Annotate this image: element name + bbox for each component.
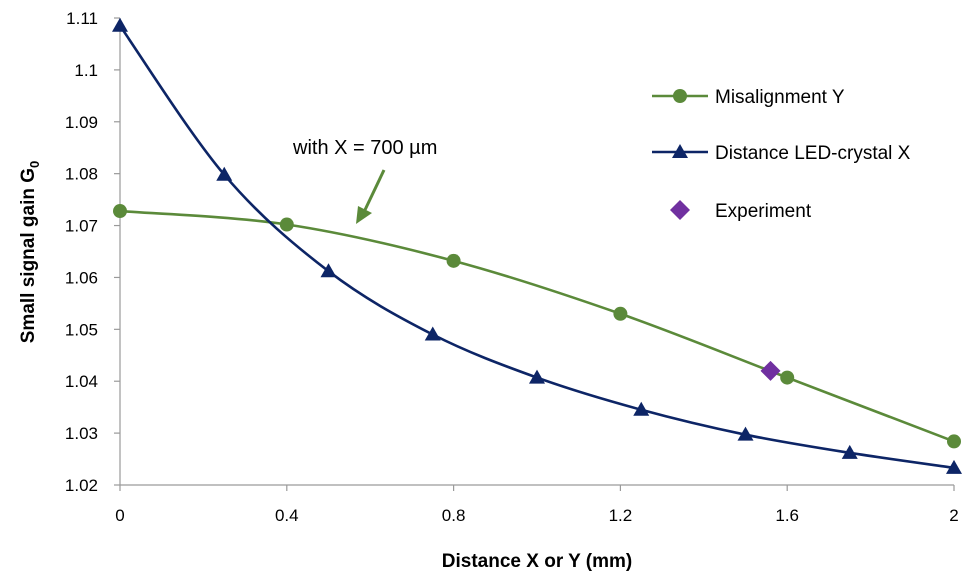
annotation-arrow-head xyxy=(356,206,372,224)
annotation: with X = 700 µm xyxy=(292,137,437,224)
y-tick-labels: 1.02 1.03 1.04 1.05 1.06 1.07 1.08 1.09 1.1 1.11 xyxy=(65,9,120,495)
annotation-arrow-shaft xyxy=(362,169,386,213)
data-point xyxy=(216,166,233,181)
y-tick-label: 1.04 xyxy=(65,372,98,391)
x-tick-label: 0.4 xyxy=(275,506,299,525)
x-tick-label: 1.2 xyxy=(609,506,633,525)
legend-marker xyxy=(673,89,687,103)
y-tick-label: 1.09 xyxy=(65,113,98,132)
y-tick-label: 1.1 xyxy=(74,61,98,80)
y-tick-label: 1.11 xyxy=(66,9,98,28)
y-tick-label: 1.03 xyxy=(65,424,98,443)
series-line xyxy=(119,209,955,443)
legend-item: Misalignment Y xyxy=(652,87,845,108)
data-point xyxy=(113,204,127,219)
y-tick-label: 1.08 xyxy=(65,165,98,184)
x-tick-labels: 0 0.4 0.8 1.2 1.6 2 xyxy=(115,485,959,525)
x-axis-title: Distance X or Y (mm) xyxy=(442,551,632,572)
data-point xyxy=(633,401,650,416)
x-tick-label: 1.6 xyxy=(775,506,799,525)
data-point xyxy=(446,253,461,268)
x-tick-label: 0 xyxy=(115,506,124,525)
y-tick-label: 1.07 xyxy=(65,217,98,236)
series-circle xyxy=(113,204,961,449)
data-point xyxy=(841,444,858,459)
data-point xyxy=(946,459,962,474)
data-point xyxy=(279,217,294,232)
data-point xyxy=(529,369,545,384)
x-tick-label: 2 xyxy=(949,506,958,525)
series-triangle xyxy=(112,17,962,474)
annotation-text: with X = 700 µm xyxy=(292,137,437,159)
legend-label: Distance LED-crystal X xyxy=(715,143,911,164)
legend-item: Experiment xyxy=(670,200,812,222)
y-tick-label: 1.06 xyxy=(65,268,98,287)
series-layer xyxy=(112,17,962,474)
y-axis-title-subscript: 0 xyxy=(27,161,42,168)
y-tick-label: 1.05 xyxy=(65,320,98,339)
legend-marker xyxy=(672,144,688,158)
legend-item: Distance LED-crystal X xyxy=(652,143,911,164)
x-tick-label: 0.8 xyxy=(442,506,466,525)
series-line xyxy=(118,25,955,470)
data-point xyxy=(320,263,337,278)
y-axis-title-main: Small signal gain G xyxy=(18,168,39,343)
axes xyxy=(119,18,954,486)
legend-label: Misalignment Y xyxy=(715,87,845,108)
data-point xyxy=(737,426,754,441)
data-point xyxy=(112,17,128,32)
data-point xyxy=(947,434,961,449)
legend-marker xyxy=(670,200,690,220)
data-point xyxy=(760,360,781,381)
data-point xyxy=(613,306,628,321)
legend-label: Experiment xyxy=(715,201,812,222)
legend: Misalignment Y Distance LED-crystal X Expe… xyxy=(652,87,911,222)
y-tick-label: 1.02 xyxy=(65,476,98,495)
series-diamond xyxy=(760,360,781,381)
data-point xyxy=(780,370,795,385)
y-axis-title: Small signal gain G0 xyxy=(18,161,42,344)
data-point xyxy=(424,326,441,341)
